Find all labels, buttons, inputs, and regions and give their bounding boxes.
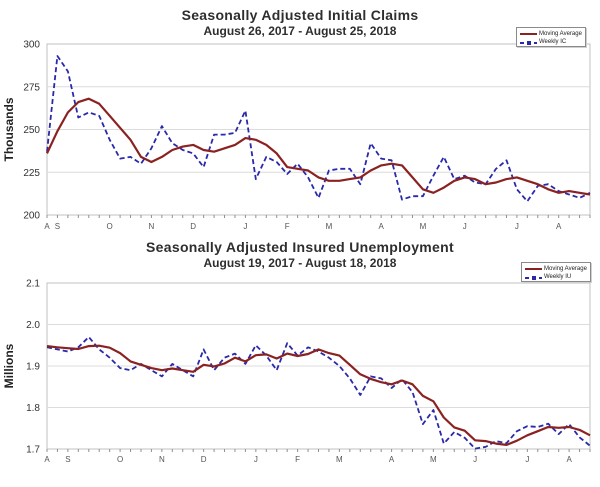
y-tick-label: 275 — [23, 82, 40, 93]
y-tick-label: 2.0 — [26, 320, 40, 331]
month-label: D — [201, 455, 207, 464]
moving-average-line — [46, 344, 591, 446]
month-label: A — [378, 222, 384, 231]
legend-label-weekly-iu: Weekly IU — [544, 273, 572, 280]
page-title: Seasonally Adjusted Initial Claims — [181, 7, 419, 23]
month-label: S — [55, 222, 60, 231]
y-tick-label: 1.7 — [26, 445, 40, 456]
legend-initial-claims: Moving Average Weekly IC — [516, 27, 586, 47]
y-tick-label: 1.9 — [26, 362, 40, 373]
month-label: M — [430, 455, 437, 464]
month-label: O — [117, 455, 123, 464]
legend-label-moving-average-2: Moving Average — [544, 265, 587, 272]
y-tick-label: 1.8 — [26, 403, 40, 414]
month-label: J — [473, 455, 477, 464]
month-label: O — [107, 222, 113, 231]
month-label: A — [389, 455, 395, 464]
month-label: N — [149, 222, 155, 231]
moving-average-line — [46, 97, 591, 196]
legend-item-weekly-ic: Weekly IC — [520, 38, 582, 45]
moving-average-line-icon — [520, 32, 537, 35]
weekly-dashed-line-icon — [520, 33, 537, 51]
legend-item-moving-average: Moving Average — [520, 30, 582, 37]
month-label: A — [556, 222, 562, 231]
insured-unemployment-header: Seasonally Adjusted Insured Unemployment… — [0, 239, 600, 270]
month-label: M — [420, 222, 427, 231]
month-label: A — [566, 455, 572, 464]
month-label: S — [65, 455, 70, 464]
month-label: A — [44, 455, 50, 464]
legend-label-weekly-ic: Weekly IC — [539, 38, 567, 45]
month-label: D — [190, 222, 196, 231]
weekly-line — [46, 336, 591, 450]
weekly-line — [46, 55, 591, 203]
month-label: F — [295, 455, 300, 464]
chart-title-2: Seasonally Adjusted Insured Unemployment — [146, 239, 454, 255]
legend-item-moving-average-2: Moving Average — [525, 265, 587, 272]
month-label: A — [44, 222, 50, 231]
month-label: M — [336, 455, 343, 464]
y-tick-label: 2.1 — [26, 279, 40, 290]
y-tick-label: 225 — [23, 168, 40, 179]
y-axis-title: Millions — [2, 343, 16, 388]
legend-item-weekly-iu: Weekly IU — [525, 273, 587, 280]
y-tick-label: 300 — [23, 40, 40, 51]
legend-label-moving-average: Moving Average — [539, 30, 582, 37]
month-label: F — [285, 222, 290, 231]
month-label: J — [463, 222, 467, 231]
legend-insured-unemployment: Moving Average Weekly IU — [521, 262, 591, 282]
month-label: J — [515, 222, 519, 231]
y-tick-label: 200 — [23, 211, 40, 222]
y-tick-label: 250 — [23, 125, 40, 136]
month-label: J — [254, 455, 258, 464]
y-axis-title: Thousands — [2, 97, 16, 161]
initial-claims-header: Seasonally Adjusted Initial Claims Augus… — [0, 7, 600, 38]
weekly-dashed-line-icon — [525, 268, 542, 286]
moving-average-line-icon — [525, 267, 542, 270]
month-label: N — [159, 455, 165, 464]
chart-subtitle: August 26, 2017 - August 25, 2018 — [203, 24, 397, 38]
chart-subtitle-2: August 19, 2017 - August 18, 2018 — [203, 256, 397, 270]
month-label: J — [243, 222, 247, 231]
month-label: J — [525, 455, 529, 464]
month-label: M — [326, 222, 333, 231]
